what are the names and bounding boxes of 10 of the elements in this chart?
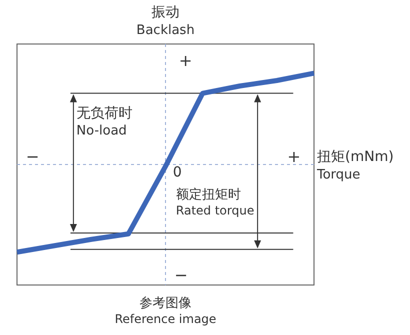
chart-title: 振动 Backlash <box>136 4 195 38</box>
annotation: 额定扭矩时 Rated torque <box>176 187 254 218</box>
x-axis-title: 扭矩(mNm) Torque <box>316 149 394 182</box>
annotation: 无负荷时 No-load <box>76 105 132 139</box>
text: + <box>178 50 192 70</box>
annotation: 0 <box>172 164 182 180</box>
text: 参考图像 Reference image <box>114 296 216 326</box>
annotation: + <box>287 147 301 166</box>
text: − <box>174 265 188 284</box>
annotation: − <box>26 147 40 166</box>
